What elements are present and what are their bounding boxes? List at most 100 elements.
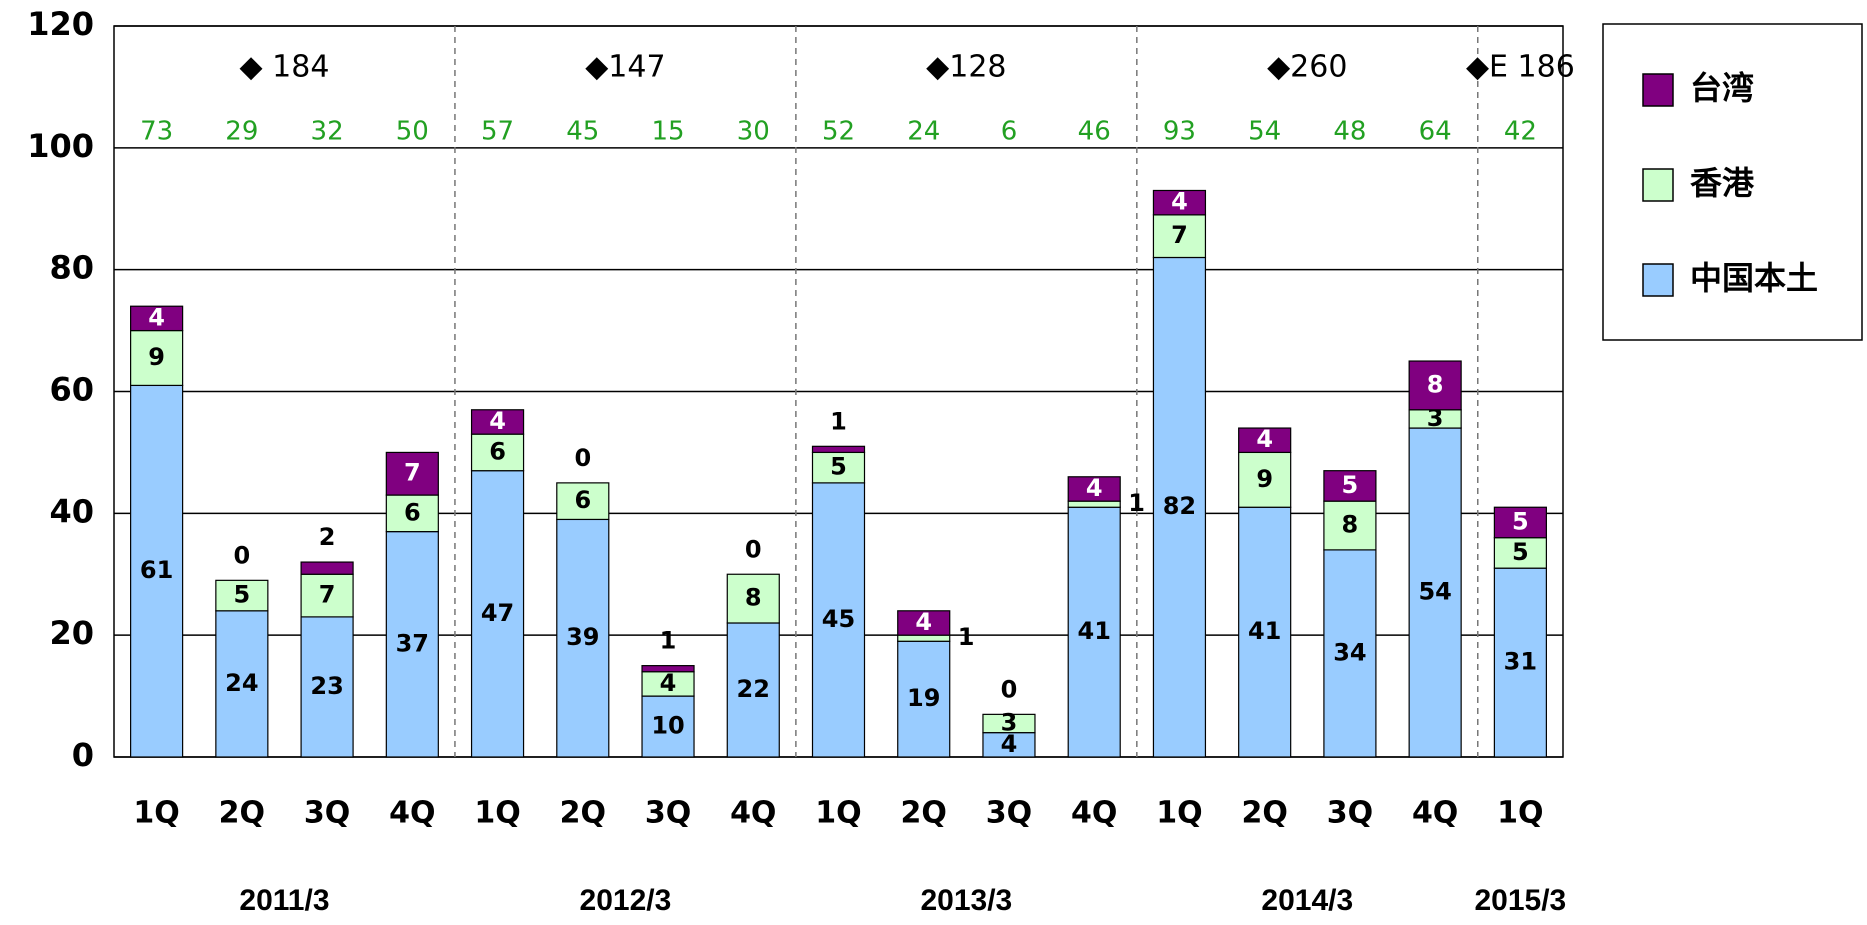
segment-label: 0 xyxy=(574,444,591,472)
segment-label: 7 xyxy=(319,581,336,609)
segment-label: 4 xyxy=(1256,425,1273,453)
x-tick-label: 4Q xyxy=(730,796,776,831)
x-tick-label: 2Q xyxy=(1241,796,1287,831)
total-label: 50 xyxy=(396,117,429,147)
x-tick-label: 1Q xyxy=(133,796,179,831)
segment-label: 4 xyxy=(660,669,677,697)
total-label: 30 xyxy=(737,117,770,147)
bar-segment xyxy=(897,640,951,758)
total-label: 54 xyxy=(1248,117,1281,147)
bar-segment xyxy=(641,665,695,673)
segment-label: 23 xyxy=(310,672,343,700)
segment-label: 4 xyxy=(1171,188,1188,216)
x-tick-label: 3Q xyxy=(986,796,1032,831)
legend-swatch xyxy=(1642,73,1674,107)
annual-total: ◆147 xyxy=(585,50,665,85)
bar-segment xyxy=(982,713,1036,734)
total-label: 6 xyxy=(1001,117,1018,147)
total-label: 73 xyxy=(140,117,173,147)
segment-label: 5 xyxy=(1512,507,1529,535)
x-tick-label: 1Q xyxy=(1156,796,1202,831)
segment-label: 5 xyxy=(830,453,847,481)
segment-label: 1 xyxy=(830,407,847,435)
total-label: 48 xyxy=(1333,117,1366,147)
segment-label: 8 xyxy=(1342,511,1359,539)
segment-label: 6 xyxy=(489,437,506,465)
segment-label: 24 xyxy=(225,669,258,697)
x-tick-label: 4Q xyxy=(1412,796,1458,831)
bar-segment xyxy=(1067,500,1121,508)
bar-segment xyxy=(385,451,439,496)
segment-label: 22 xyxy=(737,675,770,703)
total-label: 46 xyxy=(1078,117,1111,147)
x-tick-label: 1Q xyxy=(1497,796,1543,831)
segment-label: 8 xyxy=(745,584,762,612)
y-tick-label: 80 xyxy=(49,249,94,287)
bar-segment xyxy=(215,610,269,758)
bar-segment xyxy=(385,494,439,533)
total-label: 52 xyxy=(822,117,855,147)
bar-segment xyxy=(300,573,354,618)
y-tick-label: 0 xyxy=(72,736,94,774)
bar-segment xyxy=(726,622,780,758)
x-tick-label: 2Q xyxy=(901,796,947,831)
segment-label: 41 xyxy=(1248,617,1281,645)
bar-segment xyxy=(1323,470,1377,502)
bar-segment xyxy=(385,531,439,758)
legend-label: 香港 xyxy=(1690,164,1755,202)
x-tick-label: 1Q xyxy=(474,796,520,831)
y-tick-label: 20 xyxy=(49,614,94,652)
segment-label: 1 xyxy=(958,623,975,651)
x-tick-label: 3Q xyxy=(645,796,691,831)
segment-label: 1 xyxy=(1128,489,1145,517)
segment-label: 61 xyxy=(140,556,173,584)
x-tick-label: 3Q xyxy=(304,796,350,831)
segment-label: 45 xyxy=(822,605,855,633)
group-label: 2014/3 xyxy=(1261,884,1353,917)
group-label: 2015/3 xyxy=(1474,884,1566,917)
annual-total: ◆ 184 xyxy=(240,50,330,85)
segment-label: 54 xyxy=(1418,578,1451,606)
y-tick-label: 60 xyxy=(49,371,94,409)
total-label: 45 xyxy=(566,117,599,147)
segment-label: 3 xyxy=(1427,404,1444,432)
bar-segment xyxy=(130,329,184,387)
bar-segment xyxy=(641,671,695,697)
bar-segment xyxy=(641,695,695,758)
total-label: 42 xyxy=(1504,117,1537,147)
segment-label: 5 xyxy=(1512,538,1529,566)
segment-label: 31 xyxy=(1504,648,1537,676)
legend-label: 台湾 xyxy=(1690,69,1754,107)
bar-segment xyxy=(470,470,525,758)
bar-segment xyxy=(1323,549,1377,758)
x-tick-label: 2Q xyxy=(219,796,265,831)
segment-label: 41 xyxy=(1078,617,1111,645)
total-label: 57 xyxy=(481,117,514,147)
x-tick-label: 1Q xyxy=(815,796,861,831)
total-label: 93 xyxy=(1163,117,1196,147)
annual-total: ◆260 xyxy=(1267,50,1347,85)
segment-label: 0 xyxy=(745,535,762,563)
total-label: 24 xyxy=(907,117,940,147)
segment-label: 0 xyxy=(1001,675,1018,703)
total-label: 32 xyxy=(311,117,344,147)
bar-segment xyxy=(897,610,951,636)
legend-label: 中国本土 xyxy=(1690,259,1818,297)
segment-label: 6 xyxy=(404,498,421,526)
bar-segment xyxy=(1152,256,1207,758)
segment-label: 34 xyxy=(1333,638,1366,666)
segment-label: 6 xyxy=(574,486,591,514)
bar-segment xyxy=(1493,506,1547,539)
segment-label: 9 xyxy=(148,343,165,371)
legend-swatch xyxy=(1642,168,1674,202)
y-tick-label: 120 xyxy=(27,5,94,43)
bar-segment xyxy=(215,579,269,612)
y-tick-label: 100 xyxy=(27,127,94,165)
bar-segment xyxy=(1408,360,1462,411)
segment-label: 1 xyxy=(660,627,677,655)
segment-label: 4 xyxy=(1001,730,1018,758)
total-label: 15 xyxy=(651,117,684,147)
annual-total: ◆128 xyxy=(926,50,1006,85)
bar-segment xyxy=(1067,506,1121,758)
